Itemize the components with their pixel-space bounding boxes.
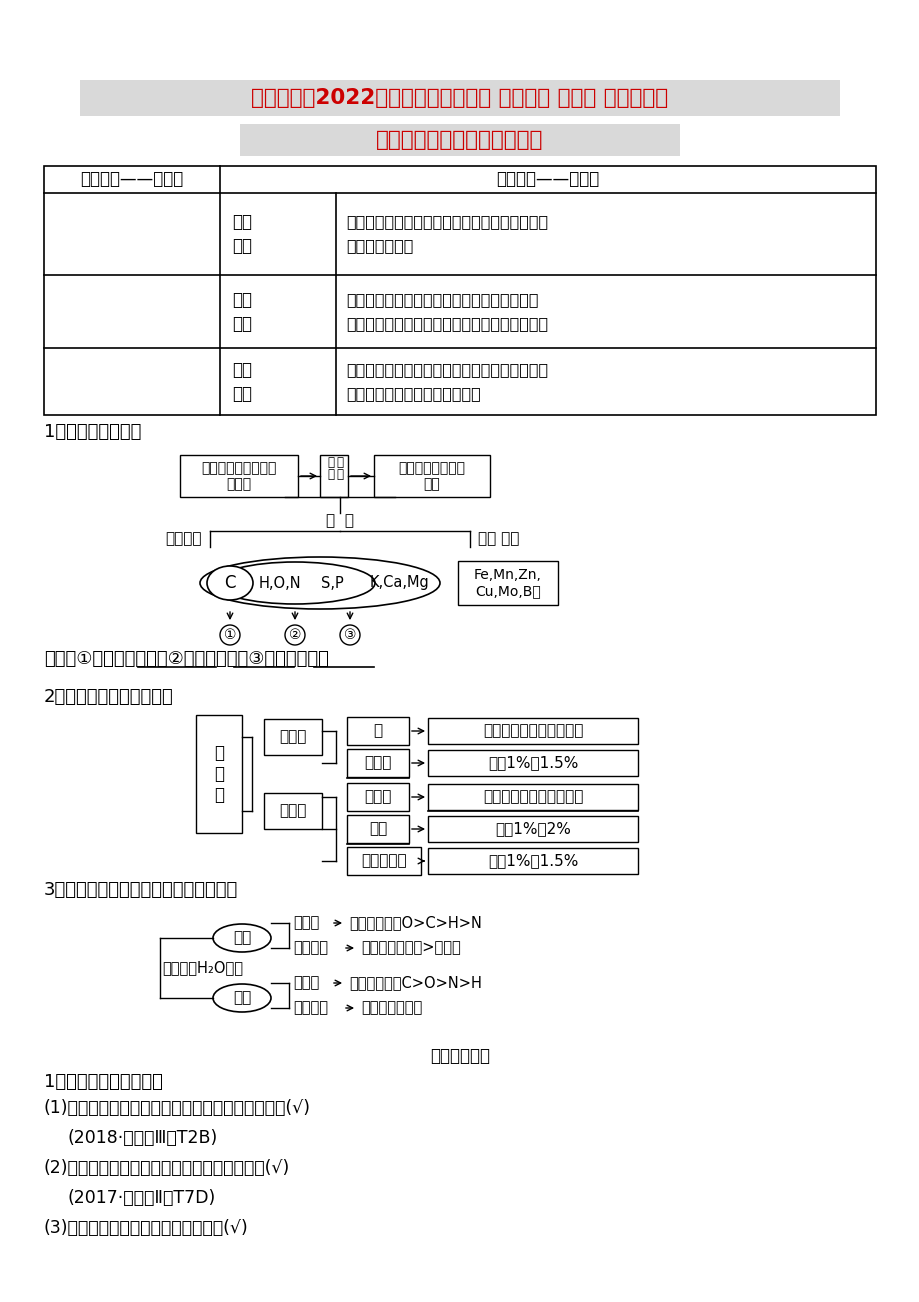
Bar [346, 749, 409, 777]
Text: C: C [224, 574, 235, 592]
Text: 来: 来 [326, 457, 334, 470]
Bar [180, 454, 298, 497]
Text: 普遍联系的观点: 普遍联系的观点 [346, 238, 413, 254]
Bar [196, 715, 242, 833]
Bar [264, 719, 322, 755]
Bar [346, 717, 409, 745]
Text: 差异均由H₂O所致: 差异均由H₂O所致 [162, 961, 243, 975]
Text: 合物的元素组成，培养图文转换能力和判断能力: 合物的元素组成，培养图文转换能力和判断能力 [346, 316, 548, 331]
Text: 最多者为蛋白质: 最多者为蛋白质 [360, 1000, 422, 1016]
Text: 通过分析水与细胞代谢及抗逆性的关系，建立起: 通过分析水与细胞代谢及抗逆性的关系，建立起 [346, 215, 548, 229]
Text: 前两位依次为水>蛋白质: 前两位依次为水>蛋白质 [360, 940, 460, 956]
Text: 1．组成细胞的元素: 1．组成细胞的元素 [44, 423, 142, 441]
Text: 占细胞干重最多的化合物: 占细胞干重最多的化合物 [482, 789, 583, 805]
Ellipse shape [207, 566, 253, 600]
Text: 3．区分元素和化合物含量的鲜重、干重: 3．区分元素和化合物含量的鲜重、干重 [44, 881, 238, 898]
Text: ③: ③ [344, 628, 356, 642]
Text: (2018·全国卷Ⅲ，T2B): (2018·全国卷Ⅲ，T2B) [68, 1129, 218, 1147]
Bar [427, 848, 637, 874]
Text: 大量元素: 大量元素 [165, 531, 202, 547]
Text: (2)碘是人体必需的微量元素，但不宜摄入过多(√): (2)碘是人体必需的微量元素，但不宜摄入过多(√) [44, 1159, 289, 1177]
Bar [264, 793, 322, 829]
Text: 素: 素 [335, 469, 343, 482]
Bar [427, 816, 637, 842]
Bar [458, 561, 558, 605]
Text: 约占1%～2%: 约占1%～2% [494, 822, 571, 836]
Text: (2017·全国卷Ⅱ，T7D): (2017·全国卷Ⅱ，T7D) [68, 1189, 216, 1207]
Text: 2．归类组成细胞的化合物: 2．归类组成细胞的化合物 [44, 687, 174, 706]
Bar [346, 783, 409, 811]
Text: 无机盐: 无机盐 [364, 755, 391, 771]
Text: 观念: 观念 [232, 237, 252, 255]
Bar [346, 848, 421, 875]
Text: 有机物: 有机物 [279, 803, 306, 819]
Ellipse shape [215, 562, 375, 604]
Text: 1．判断下列叙述的正误: 1．判断下列叙述的正误 [44, 1073, 163, 1091]
Circle shape [220, 625, 240, 644]
Text: 前四位依次为O>C>H>N: 前四位依次为O>C>H>N [348, 915, 482, 931]
Text: （通用版）2022年高考生物一轮复习 第一单元 第二讲 组成细胞的: （通用版）2022年高考生物一轮复习 第一单元 第二讲 组成细胞的 [251, 89, 668, 108]
Text: 科学: 科学 [232, 290, 252, 309]
Text: 通过识图推断细胞中元素和化合物的含量及化: 通过识图推断细胞中元素和化合物的含量及化 [346, 292, 538, 307]
Text: 约占1%～1.5%: 约占1%～1.5% [487, 854, 577, 868]
Text: 无机物: 无机物 [279, 729, 306, 745]
Text: 化
合
物: 化 合 物 [214, 745, 223, 803]
Text: 大多以化合物形式
存在: 大多以化合物形式 存在 [398, 461, 465, 491]
Text: Fe,Mn,Zn,
Cu,Mo,B等: Fe,Mn,Zn, Cu,Mo,B等 [473, 568, 541, 598]
Text: 核心素养——定能力: 核心素养——定能力 [496, 171, 599, 187]
Text: ［基础自测］: ［基础自测］ [429, 1047, 490, 1065]
Text: 就元素: 就元素 [292, 975, 319, 991]
Text: 就化合物: 就化合物 [292, 940, 328, 956]
Ellipse shape [213, 924, 271, 952]
Text: K,Ca,Mg: K,Ca,Mg [369, 575, 429, 591]
Text: 脂质: 脂质 [369, 822, 387, 836]
Bar [346, 815, 409, 842]
Text: S,P: S,P [321, 575, 343, 591]
Text: 源: 源 [335, 457, 343, 470]
Text: 水: 水 [373, 724, 382, 738]
Ellipse shape [213, 984, 271, 1012]
Circle shape [285, 625, 305, 644]
Text: 前四位依次为C>O>N>H: 前四位依次为C>O>N>H [348, 975, 482, 991]
Text: 核酸和糖类: 核酸和糖类 [361, 854, 406, 868]
Bar [80, 79, 839, 116]
Text: (1)细胞的核膜、内质网膜和细胞膜中都含有磷元素(√): (1)细胞的核膜、内质网膜和细胞膜中都含有磷元素(√) [44, 1099, 311, 1117]
Text: 图中：①是最基本元素，②是基本元素，③是主要元素。: 图中：①是最基本元素，②是基本元素，③是主要元素。 [44, 650, 328, 668]
Text: 元素及化合物学案（含解析）: 元素及化合物学案（含解析） [376, 130, 543, 150]
Bar [427, 784, 637, 810]
Text: H,O,N: H,O,N [258, 575, 301, 591]
Text: 通过探究植物生长必需无机盐的作用，掌握实验: 通过探究植物生长必需无机盐的作用，掌握实验 [346, 362, 548, 378]
Bar [427, 717, 637, 743]
Text: ②: ② [289, 628, 301, 642]
Bar [427, 750, 637, 776]
Text: 探究: 探究 [232, 384, 252, 402]
Text: 约占1%～1.5%: 约占1%～1.5% [487, 755, 577, 771]
Bar [320, 454, 347, 497]
Text: 就化合物: 就化合物 [292, 1000, 328, 1016]
Bar [240, 124, 679, 156]
Bar [374, 454, 490, 497]
Text: 鲜重: 鲜重 [233, 931, 251, 945]
Ellipse shape [199, 557, 439, 609]
Text: (3)在人体活细胞中氢原子的数目最多(√): (3)在人体活细胞中氢原子的数目最多(√) [44, 1219, 248, 1237]
Text: 科学: 科学 [232, 361, 252, 379]
Circle shape [340, 625, 359, 644]
Text: 知识体系——定内容: 知识体系——定内容 [80, 171, 184, 187]
Text: 蛋白质: 蛋白质 [364, 789, 391, 805]
Text: 生命: 生命 [232, 214, 252, 230]
Text: 就元素: 就元素 [292, 915, 319, 931]
Text: 元: 元 [326, 469, 334, 482]
Bar [44, 165, 875, 415]
Text: 从无机自然界有选择
地吸收: 从无机自然界有选择 地吸收 [201, 461, 277, 491]
Text: 干重: 干重 [233, 991, 251, 1005]
Text: 种  类: 种 类 [325, 513, 354, 529]
Text: 占细胞鲜重最多的化合物: 占细胞鲜重最多的化合物 [482, 724, 583, 738]
Text: 微量 元素: 微量 元素 [478, 531, 519, 547]
Text: 设计的对照原则和单一变量原则: 设计的对照原则和单一变量原则 [346, 385, 481, 401]
Text: ①: ① [223, 628, 236, 642]
Text: 思维: 思维 [232, 315, 252, 332]
